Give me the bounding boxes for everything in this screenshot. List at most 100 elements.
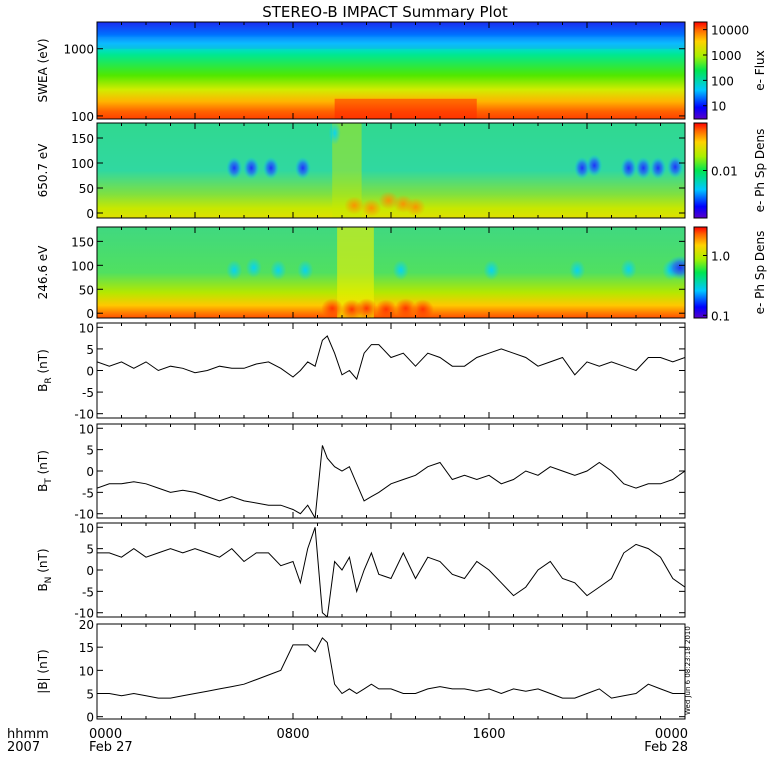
y-axis-label: 650.7 eV xyxy=(36,143,50,198)
y-tick-label: 150 xyxy=(71,132,94,146)
y-tick-label: 0 xyxy=(86,307,94,321)
panel-frame xyxy=(96,423,686,519)
y-tick-label: 0 xyxy=(86,207,94,221)
spectrogram-image xyxy=(97,123,685,218)
y-tick-label: 10 xyxy=(79,521,94,535)
y-tick-label: -5 xyxy=(82,386,94,400)
y-tick-label: 1000 xyxy=(63,43,94,57)
panel-frame xyxy=(96,522,686,618)
spectrogram-feature xyxy=(245,257,262,278)
spectrogram-feature xyxy=(483,260,500,281)
y-tick-label: 10 xyxy=(79,422,94,436)
series-line xyxy=(97,637,685,699)
y-axis-label: SWEA (eV) xyxy=(36,38,50,102)
spectrogram-feature xyxy=(270,260,287,281)
pad-650-spectrogram-panel: 0 50 100 150 650.7 eV 0.01 e- Ph Sp Dens xyxy=(36,122,767,221)
colorbar-tick-label: 1000 xyxy=(711,49,742,63)
y-tick-label: 10 xyxy=(79,321,94,335)
spectrogram-feature xyxy=(667,156,684,178)
y-tick-label: -5 xyxy=(82,585,94,599)
y-tick-label: 100 xyxy=(71,157,94,171)
spectrogram-feature xyxy=(620,157,637,179)
colorbar-label: e- Flux xyxy=(753,50,767,90)
series-line xyxy=(97,335,685,381)
colorbar-tick-label: 10000 xyxy=(711,24,749,38)
spectrogram-feature xyxy=(666,255,685,280)
y-tick-label: 0 xyxy=(86,365,94,379)
panel-frame xyxy=(96,623,686,720)
spectrogram-feature xyxy=(321,298,344,318)
spectrogram-feature xyxy=(361,199,382,217)
time-tick-label: 0000 xyxy=(89,727,122,742)
spectrogram-feature xyxy=(405,198,426,216)
y-tick-label: 50 xyxy=(79,283,94,297)
spectrogram-feature xyxy=(569,260,586,281)
y-axis-label: |B| (nT) xyxy=(36,649,50,693)
y-tick-label: 5 xyxy=(86,543,94,557)
colorbar-tick-label: 0.1 xyxy=(711,309,730,323)
time-tick-date: Feb 27 xyxy=(89,740,133,755)
spectrogram-feature xyxy=(297,260,314,281)
time-tick-date: Feb 28 xyxy=(644,740,688,755)
spectrogram-feature xyxy=(226,260,243,281)
time-tick-label: 0000 xyxy=(655,727,688,742)
spectrogram-feature xyxy=(328,123,341,145)
time-tick-label: 1600 xyxy=(472,727,505,742)
colorbar xyxy=(693,21,708,120)
y-tick-label: -5 xyxy=(82,486,94,500)
generation-stamp: Wed Jun 6 08:23:18 2010 xyxy=(684,626,692,715)
y-axis-label: BT (nT) xyxy=(36,450,54,492)
y-tick-label: -10 xyxy=(74,607,94,621)
colorbar-tick-label: 100 xyxy=(711,74,734,88)
y-tick-label: 150 xyxy=(71,235,94,249)
spectrogram-band xyxy=(97,36,685,49)
time-axis-label-hhmm: hhmm xyxy=(7,727,49,742)
bt-line-panel: -10 -5 0 5 10 BT (nT) xyxy=(36,422,686,522)
colorbar-label: e- Ph Sp Dens xyxy=(753,231,767,315)
spectrogram-feature xyxy=(574,157,591,179)
y-tick-label: 50 xyxy=(79,182,94,196)
y-tick-label: 0 xyxy=(86,711,94,725)
y-axis-label: BR (nT) xyxy=(36,349,54,392)
colorbar-tick-label: 1.0 xyxy=(711,250,730,264)
series-line xyxy=(97,527,685,617)
time-tick-label: 0800 xyxy=(276,727,309,742)
y-tick-label: 5 xyxy=(86,688,94,702)
spectrogram-feature xyxy=(394,298,417,318)
y-tick-label: 5 xyxy=(86,343,94,357)
y-tick-label: 100 xyxy=(71,110,94,124)
series-line xyxy=(97,445,685,518)
spectrogram-feature xyxy=(294,157,311,179)
colorbar-label: e- Ph Sp Dens xyxy=(753,129,767,213)
y-tick-label: 5 xyxy=(86,444,94,458)
y-tick-label: -10 xyxy=(74,408,94,422)
spectrogram-feature xyxy=(392,260,409,281)
colorbar xyxy=(693,226,708,319)
spectrogram-feature xyxy=(355,298,378,318)
y-tick-label: 10 xyxy=(79,664,94,678)
spectrogram-enhancement xyxy=(334,98,477,119)
y-tick-label: 15 xyxy=(79,641,94,655)
spectrogram-feature xyxy=(620,259,637,280)
spectrogram-feature xyxy=(262,157,279,179)
chart-title: STEREO-B IMPACT Summary Plot xyxy=(262,3,508,21)
spectrogram-image xyxy=(97,227,685,318)
swea-spectrogram-panel: 100 1000 SWEA (eV) 10 100 1000 10000 e- Flux xyxy=(36,21,767,124)
spectrogram-feature xyxy=(411,299,434,318)
time-axis-label-year: 2007 xyxy=(7,740,40,755)
spectrogram-feature xyxy=(375,299,398,318)
y-tick-label: -10 xyxy=(74,508,94,522)
panel-frame xyxy=(96,322,686,419)
spectrogram-feature xyxy=(344,196,365,215)
y-tick-label: 20 xyxy=(79,618,94,632)
pad-246-spectrogram-panel: 0 50 100 150 246.6 eV 0.1 1.0 e- Ph Sp Dens xyxy=(36,226,767,323)
spectrogram-feature xyxy=(650,157,667,179)
colorbar-tick-label: 10 xyxy=(711,100,726,114)
spectrogram-feature xyxy=(243,157,260,179)
btotal-line-panel: 0 5 10 15 20 |B| (nT) xyxy=(36,618,686,725)
spectrogram-feature xyxy=(635,157,652,179)
spectrogram-feature xyxy=(226,157,243,179)
colorbar-tick-label: 0.01 xyxy=(711,165,738,179)
